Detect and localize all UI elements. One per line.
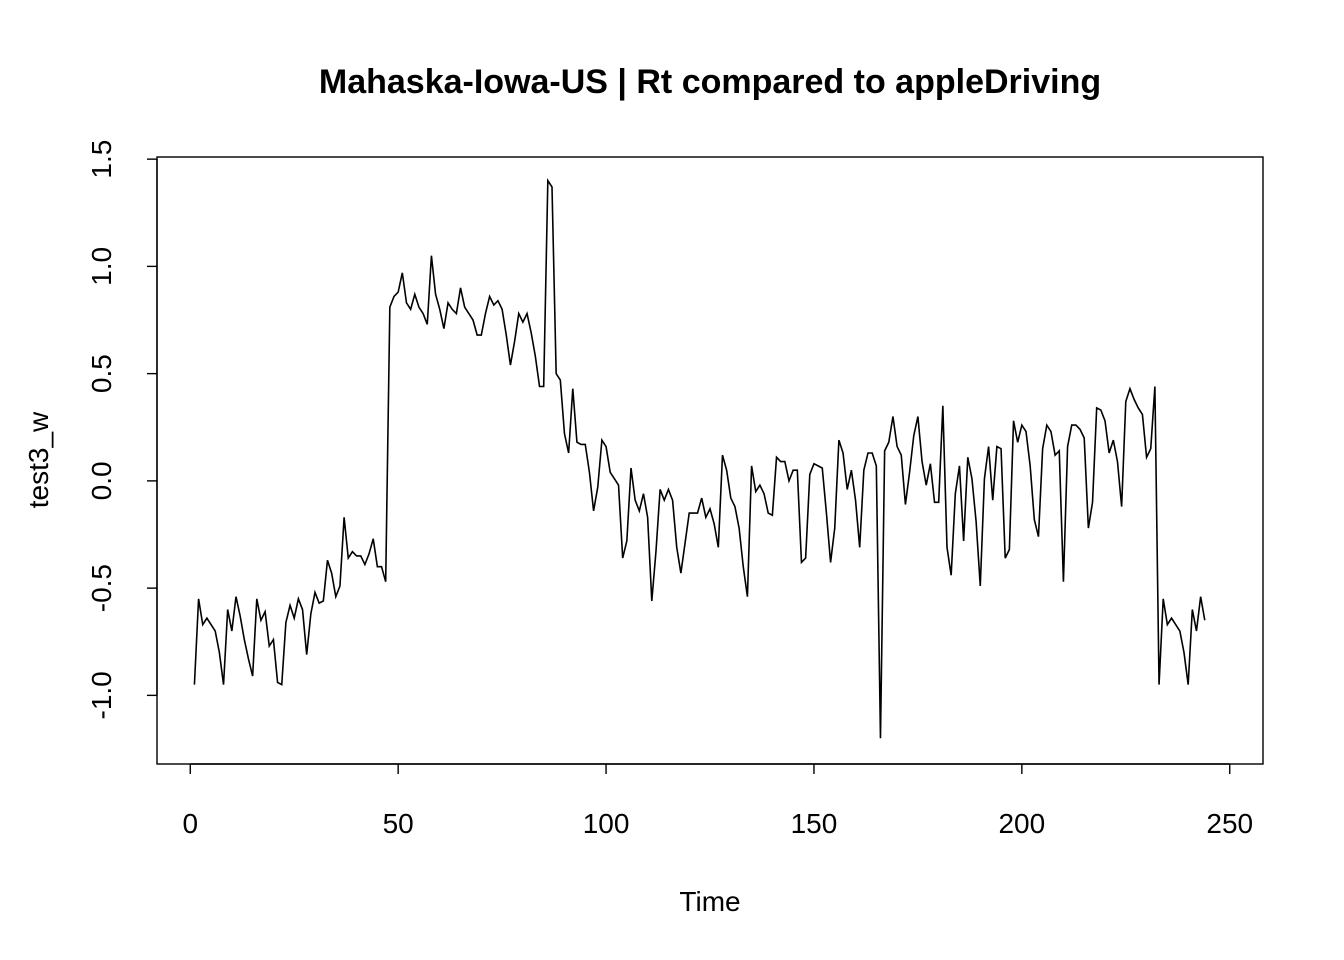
series-group: [193, 177, 1206, 739]
x-tick-label: 100: [583, 808, 630, 839]
y-tick-label: 0.5: [86, 354, 117, 393]
x-axis-label: Time: [679, 886, 740, 917]
x-tick-label: 150: [791, 808, 838, 839]
series-line: [193, 177, 1206, 739]
y-tick-label: -0.5: [86, 564, 117, 612]
x-tick-label: 250: [1206, 808, 1253, 839]
y-tick-label: -1.0: [86, 671, 117, 719]
y-tick-label: 1.5: [86, 140, 117, 179]
x-tick-label: 50: [383, 808, 414, 839]
plot-frame: [156, 156, 1264, 765]
chart-title: Mahaska-Iowa-US | Rt compared to appleDr…: [319, 63, 1101, 101]
x-axis: 0 50 100 150 200 250: [182, 763, 1253, 839]
y-axis: -1.0 -0.5 0.0 0.5 1.0 1.5: [86, 140, 158, 719]
y-tick-label: 0.0: [86, 461, 117, 500]
x-tick-label: 200: [998, 808, 1045, 839]
y-tick-label: 1.0: [86, 247, 117, 286]
x-tick-label: 0: [182, 808, 198, 839]
y-axis-label: test3_w: [23, 411, 54, 508]
